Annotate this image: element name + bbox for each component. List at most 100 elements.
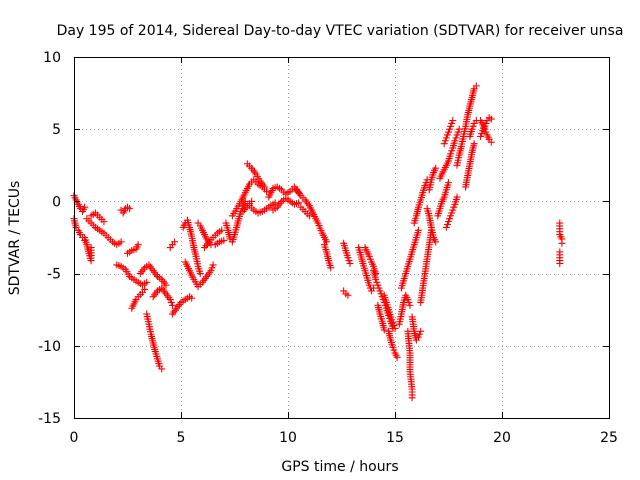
data-point [481, 122, 489, 130]
data-point [415, 333, 423, 341]
data-point [404, 296, 412, 304]
data-point [81, 203, 89, 211]
data-point [455, 125, 463, 133]
data-point [421, 182, 429, 190]
data-point [100, 218, 108, 226]
x-tick-label: 0 [70, 430, 79, 446]
data-point [487, 115, 495, 123]
data-point [365, 281, 373, 289]
data-point [346, 259, 354, 267]
data-point [374, 281, 382, 289]
data-point [220, 236, 228, 244]
data-point [447, 150, 455, 158]
data-point [209, 261, 217, 269]
data-point [390, 346, 398, 354]
data-point [441, 137, 449, 145]
data-point [158, 365, 166, 373]
data-point [417, 327, 425, 335]
data-point [477, 132, 485, 140]
data-point [344, 254, 352, 262]
data-point [487, 138, 495, 146]
data-point [263, 187, 271, 195]
data-point [166, 296, 174, 304]
data-point [432, 238, 440, 246]
data-point [218, 226, 226, 234]
data-point [472, 82, 480, 90]
data-point [448, 147, 456, 155]
data-point [141, 285, 149, 293]
data-point [376, 287, 384, 295]
data-point [134, 241, 142, 249]
data-point [167, 298, 175, 306]
data-point [482, 119, 490, 127]
chart-title: Day 195 of 2014, Sidereal Day-to-day VTE… [57, 23, 624, 39]
y-tick-label: -5 [47, 267, 61, 283]
data-point [452, 134, 460, 142]
data-point [389, 319, 397, 327]
data-point [449, 117, 457, 125]
data-point [443, 131, 451, 139]
data-point [248, 197, 256, 205]
data-point [447, 212, 455, 220]
x-tick-label: 25 [600, 430, 618, 446]
y-tick-label: 10 [43, 50, 61, 66]
x-tick-label: 10 [279, 430, 297, 446]
data-point [260, 183, 268, 191]
data-point [345, 257, 353, 265]
data-point [470, 140, 478, 148]
data-point [207, 267, 215, 275]
data-point [440, 140, 448, 148]
y-tick-label: -10 [38, 339, 61, 355]
data-point [390, 322, 398, 330]
data-point [478, 130, 486, 138]
data-point [446, 125, 454, 133]
data-point [126, 205, 134, 213]
x-axis-label: GPS time / hours [281, 459, 398, 475]
data-point [416, 330, 424, 338]
data-point [448, 209, 456, 217]
data-point [450, 203, 458, 211]
data-point [469, 122, 477, 130]
data-point [415, 226, 423, 234]
data-point [143, 278, 151, 286]
data-point [366, 255, 374, 263]
data-point [162, 281, 170, 289]
data-point [445, 218, 452, 226]
data-point [446, 215, 454, 223]
data-point [388, 316, 396, 324]
data-point [377, 290, 385, 298]
data-point [327, 264, 335, 272]
data-point [443, 221, 451, 229]
data-point [453, 193, 461, 201]
data-point [442, 134, 450, 142]
data-point [445, 179, 452, 187]
data-point [556, 259, 564, 267]
data-point [445, 128, 452, 136]
data-point [449, 206, 457, 214]
data-point [208, 264, 216, 272]
data-point [451, 137, 459, 145]
data-point [408, 394, 416, 402]
data-point [432, 164, 440, 172]
y-axis-label: SDTVAR / TECUs [7, 181, 23, 296]
data-point [344, 291, 352, 299]
y-tick-label: 0 [52, 194, 61, 210]
x-tick-label: 15 [386, 430, 404, 446]
data-point [389, 343, 397, 351]
data-point [295, 199, 303, 207]
x-tick-label: 20 [493, 430, 511, 446]
plot-frame [74, 57, 610, 419]
data-point [453, 131, 461, 139]
data-point [482, 128, 490, 136]
data-point [406, 301, 414, 309]
data-point [168, 301, 176, 309]
axis-ticks: 0 5 10 15 20 25 -15 -10 -5 0 5 10 [38, 50, 618, 446]
data-point [448, 119, 456, 127]
data-point [442, 223, 450, 231]
data-point [196, 270, 204, 278]
data-point [305, 212, 313, 220]
data-point [447, 122, 455, 130]
data-point [372, 275, 380, 283]
